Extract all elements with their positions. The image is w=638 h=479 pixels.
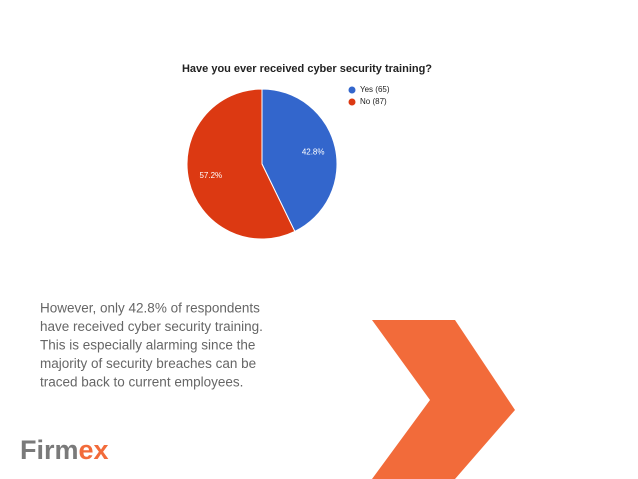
pie-slice bbox=[261, 88, 338, 233]
pie-slice bbox=[186, 88, 296, 240]
body-text: However, only 42.8% of respondents have r… bbox=[40, 301, 263, 390]
legend-label: No (87) bbox=[360, 97, 387, 106]
body-line: However, only 42.8% of respondents bbox=[40, 301, 260, 316]
legend-swatch bbox=[348, 86, 356, 94]
body-line: majority of security breaches can be bbox=[40, 356, 256, 371]
slice-label: 42.8% bbox=[302, 147, 325, 156]
body-line: traced back to current employees. bbox=[40, 375, 243, 390]
legend-swatch bbox=[348, 98, 356, 106]
logo-main: Firm bbox=[20, 435, 79, 465]
legend: Yes (65) No (87) bbox=[348, 85, 390, 106]
logo: Firmex bbox=[20, 435, 109, 465]
chart-title: Have you ever received cyber security tr… bbox=[182, 63, 432, 75]
legend-label: Yes (65) bbox=[360, 85, 390, 94]
body-line: have received cyber security training. bbox=[40, 319, 263, 334]
slice-label: 57.2% bbox=[199, 171, 222, 180]
chevron bbox=[372, 320, 515, 479]
logo-accent: ex bbox=[79, 435, 109, 465]
body-line: This is especially alarming since the bbox=[40, 338, 255, 353]
pie: 42.8% 57.2% bbox=[186, 88, 338, 240]
